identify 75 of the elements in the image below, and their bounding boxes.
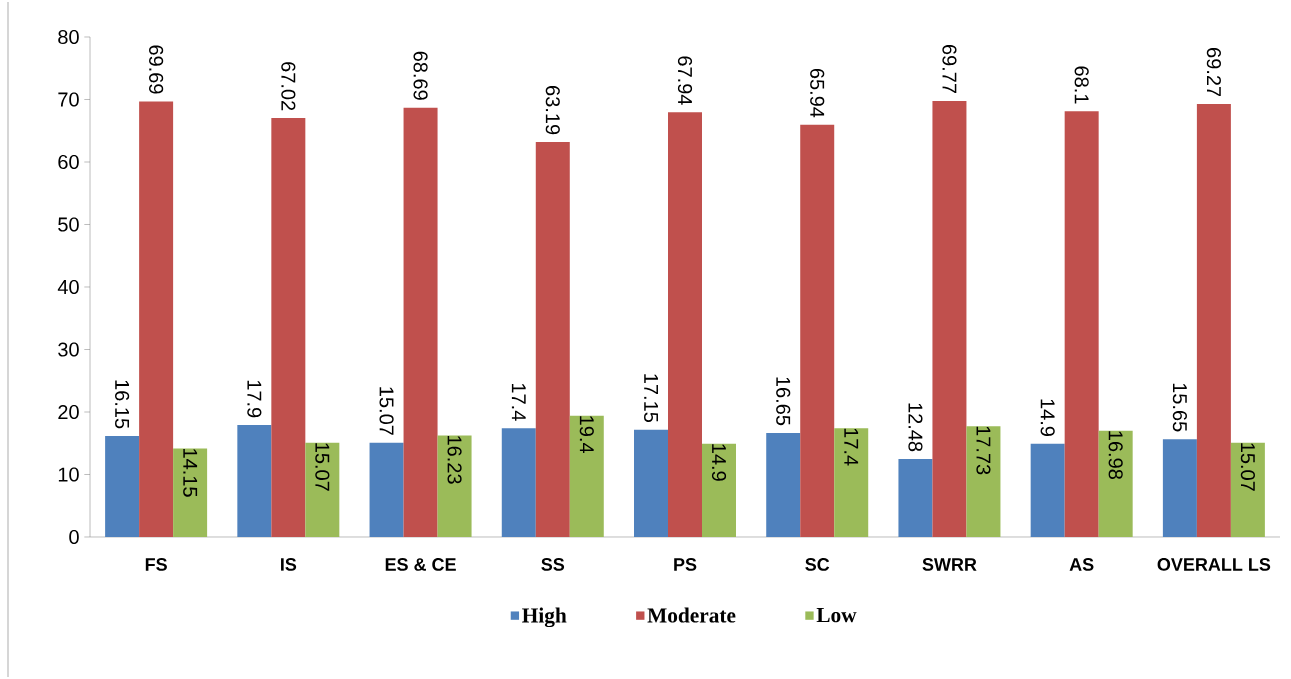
- data-label: 68.69: [413, 51, 428, 100]
- bar: [569, 415, 604, 537]
- bar: [1030, 443, 1065, 537]
- x-tick-label: AS: [1069, 558, 1094, 571]
- data-label: 15.07: [315, 443, 330, 491]
- data-label: 63.19: [545, 86, 560, 135]
- bar: [834, 428, 869, 537]
- data-label: 19.4: [579, 416, 594, 454]
- y-tick-label: 80: [58, 29, 79, 45]
- y-tick-label: 20: [58, 404, 79, 420]
- bar: [271, 118, 306, 537]
- bar: [800, 124, 835, 537]
- bar: [305, 442, 340, 537]
- data-label: 16.65: [776, 377, 791, 426]
- data-label: 69.69: [149, 45, 164, 94]
- x-tick-label: ES & CE: [385, 558, 456, 571]
- x-tick-label: SC: [805, 558, 830, 571]
- y-tick-label: 0: [69, 529, 79, 545]
- bar: [898, 459, 933, 537]
- x-tick-label: PS: [674, 558, 697, 571]
- x-tick-label: SWRR: [922, 558, 977, 571]
- data-label: 67.02: [281, 62, 296, 111]
- x-tick-label: FS: [145, 558, 167, 571]
- data-label: 65.94: [810, 68, 825, 118]
- legend-label: Low: [816, 608, 857, 623]
- legend-label: Moderate: [647, 607, 736, 623]
- x-tick-label: OVERALL LS: [1157, 558, 1271, 571]
- data-label: 14.9: [1040, 399, 1055, 436]
- bar: [369, 442, 404, 537]
- data-label: 15.07: [1240, 443, 1255, 491]
- data-label: 17.73: [976, 426, 991, 475]
- data-label: 15.65: [1172, 383, 1187, 432]
- bar: [501, 428, 536, 537]
- bar: [932, 100, 967, 537]
- data-label: 69.27: [1206, 48, 1221, 97]
- data-label: 16.98: [1108, 431, 1123, 479]
- bar: [535, 142, 570, 537]
- data-label: 17.15: [644, 374, 658, 423]
- bar: [173, 448, 208, 537]
- bar: [403, 107, 438, 537]
- data-label: 16.23: [447, 436, 462, 484]
- bar: [105, 436, 140, 537]
- bar: [766, 432, 801, 537]
- bar: [1098, 430, 1133, 537]
- bar: [139, 101, 174, 537]
- y-tick-label: 10: [58, 467, 79, 482]
- data-label: 67.94: [677, 56, 693, 105]
- bar: [1230, 442, 1265, 537]
- y-tick-label: 70: [58, 92, 79, 107]
- data-label: 15.07: [379, 387, 394, 435]
- bar: [702, 443, 736, 537]
- data-label: 16.15: [115, 380, 130, 429]
- bar: [437, 435, 472, 537]
- data-label: 69.77: [942, 44, 957, 93]
- bar: [668, 112, 702, 537]
- legend-label: High: [522, 607, 567, 628]
- bar: [634, 429, 668, 537]
- data-label: 14.9: [711, 444, 727, 481]
- data-label: 68.1: [1074, 66, 1089, 104]
- x-tick-label: SS: [541, 558, 565, 571]
- data-label: 17.9: [247, 380, 262, 418]
- data-label: 17.4: [844, 428, 859, 466]
- y-tick-label: 50: [58, 217, 79, 232]
- y-tick-label: 60: [58, 154, 79, 170]
- y-tick-label: 40: [57, 279, 79, 295]
- x-tick-label: IS: [281, 558, 297, 571]
- y-tick-label: 30: [58, 342, 79, 357]
- bar: [237, 425, 272, 537]
- data-label: 12.48: [908, 403, 923, 452]
- data-label: 17.4: [511, 383, 526, 421]
- bar: [1064, 111, 1099, 537]
- data-label: 14.15: [183, 449, 198, 497]
- bar: [966, 426, 1001, 537]
- bar: [1196, 104, 1231, 537]
- bar: [1162, 439, 1197, 537]
